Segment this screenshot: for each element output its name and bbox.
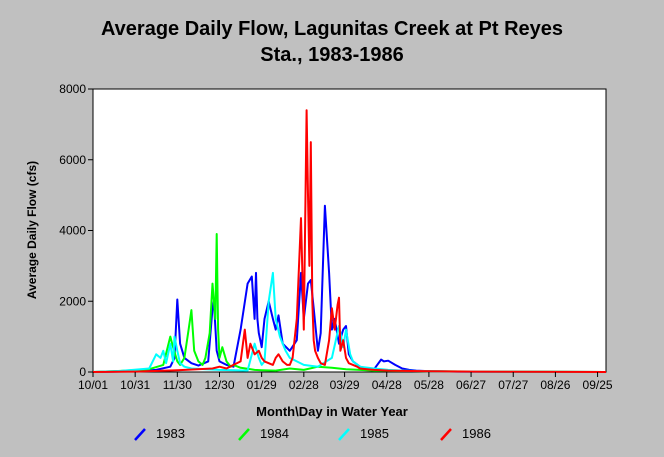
legend-label: 1986 [462, 426, 491, 441]
y-tick-label: 0 [79, 365, 86, 379]
y-tick-label: 2000 [59, 294, 86, 308]
y-axis-label: Average Daily Flow (cfs) [25, 161, 39, 299]
x-tick-label: 10/01 [78, 378, 108, 392]
y-tick-label: 4000 [59, 224, 86, 238]
y-tick-label: 6000 [59, 153, 86, 167]
x-tick-label: 08/26 [540, 378, 570, 392]
plot-area [92, 88, 607, 373]
series-line-1986 [92, 109, 607, 373]
axis-layer: 0 2000 4000 6000 8000 10/01 10/31 11/30 12/30 01/… [59, 82, 613, 392]
legend-label: 1984 [260, 426, 289, 441]
legend-label: 1985 [360, 426, 389, 441]
x-axis-label: Month\Day in Water Year [256, 404, 408, 419]
x-tick-label: 03/29 [330, 378, 360, 392]
x-tick-label: 12/30 [204, 378, 234, 392]
legend: 1983 1984 1985 1986 [0, 424, 664, 446]
x-tick-label: 01/29 [247, 378, 277, 392]
x-tick-label: 11/30 [163, 378, 192, 392]
series-line-1984 [92, 233, 607, 373]
legend-swatch-icon [134, 428, 146, 441]
chart-title-line2: Sta., 1983-1986 [260, 44, 404, 66]
series-layer [92, 109, 607, 373]
series-line-1985 [92, 271, 607, 373]
x-tick-label: 05/28 [414, 378, 444, 392]
x-tick-label: 07/27 [498, 378, 528, 392]
legend-swatch-icon [238, 428, 250, 441]
x-tick-label: 09/25 [583, 378, 613, 392]
chart-title-line1: Average Daily Flow, Lagunitas Creek at P… [100, 18, 564, 40]
x-tick-label: 10/31 [120, 378, 150, 392]
x-tick-label: 02/28 [289, 378, 319, 392]
line-chart: 0 2000 4000 6000 8000 10/01 10/31 11/30 12/30 01/… [25, 82, 613, 392]
legend-label: 1983 [156, 426, 185, 441]
legend-swatch-icon [338, 428, 350, 441]
legend-swatch-icon [440, 428, 452, 441]
x-tick-label: 06/27 [456, 378, 486, 392]
y-tick-label: 8000 [59, 82, 86, 96]
x-tick-label: 04/28 [372, 378, 402, 392]
chart-title: Average Daily Flow, Lagunitas Creek at P… [0, 16, 664, 68]
